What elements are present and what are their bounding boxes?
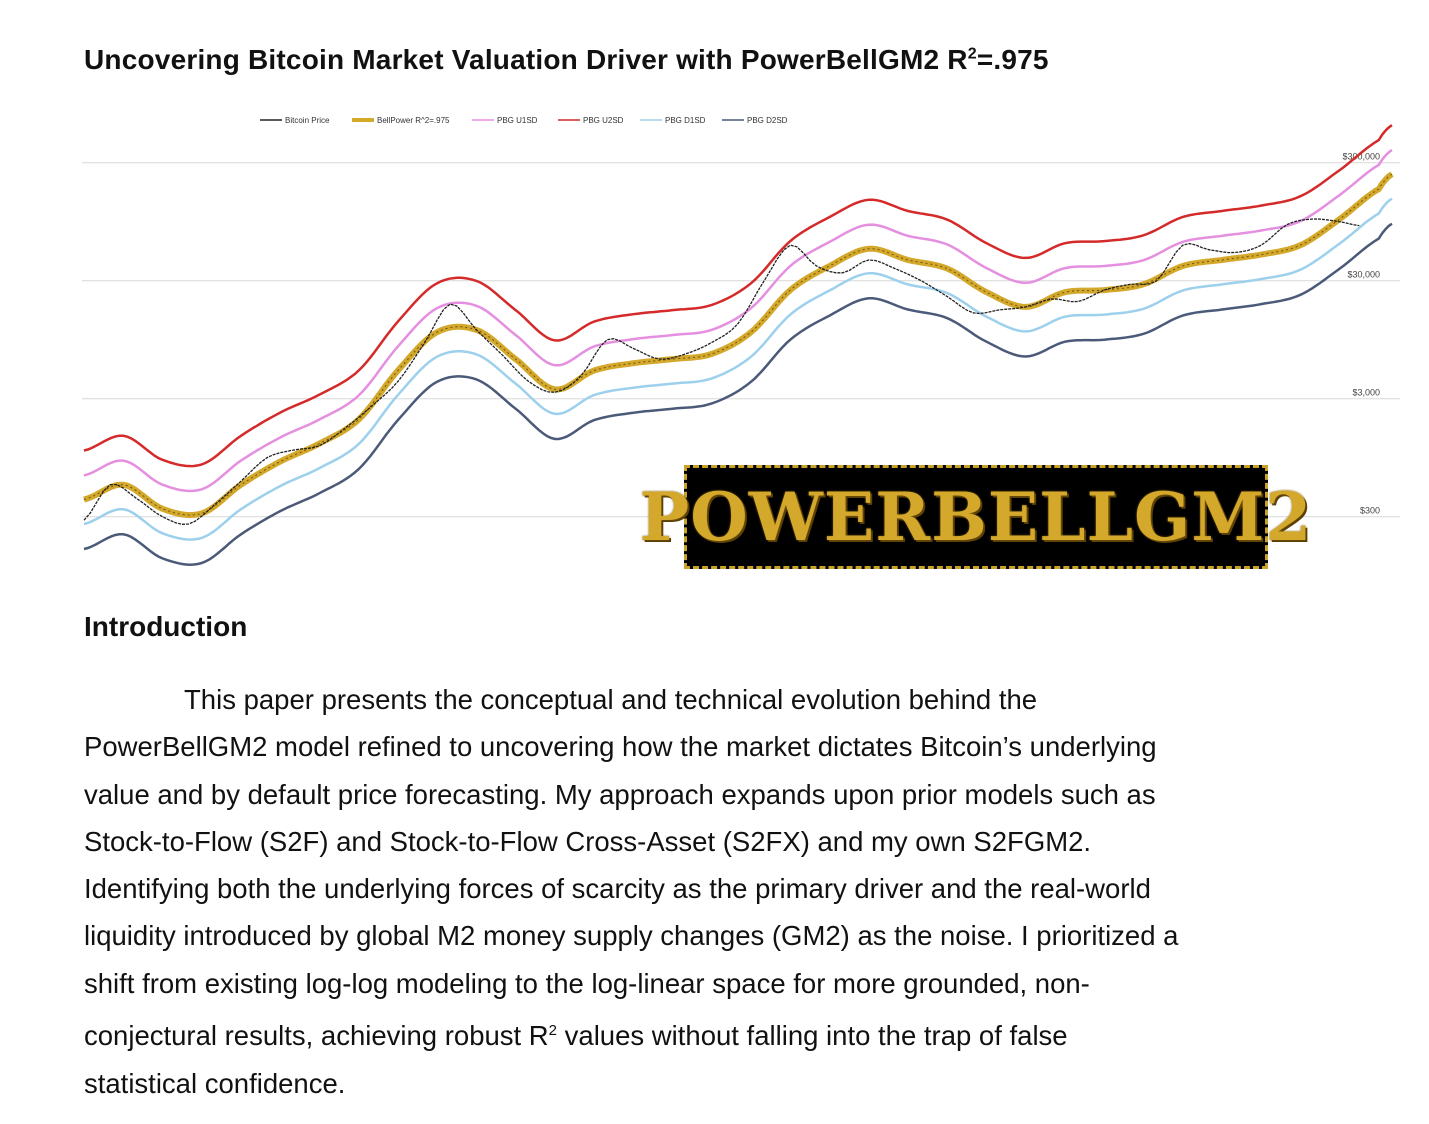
introduction-paragraph: This paper presents the conceptual and t…: [84, 676, 1394, 1107]
paragraph-line: Stock-to-Flow (S2F) and Stock-to-Flow Cr…: [84, 825, 1092, 857]
y-tick-label: $300,000: [1342, 152, 1380, 162]
title-superscript: 2: [967, 45, 977, 63]
y-tick-label: $3,000: [1352, 388, 1380, 398]
paragraph-line: shift from existing log-log modeling to …: [84, 967, 1090, 999]
title-suffix: =.975: [976, 44, 1049, 75]
powerbell-chart: $300,000 $30,000 $3,000 $300 Bitcoin Price Be…: [82, 108, 1400, 578]
series-line-bitcoin-price: [83, 218, 1360, 525]
title-text: Uncovering Bitcoin Market Valuation Driv…: [84, 44, 968, 75]
line-text-post: values without falling into the trap of …: [557, 1020, 1068, 1052]
document-title: Uncovering Bitcoin Market Valuation Driv…: [84, 44, 1049, 76]
paragraph-line: value and by default price forecasting. …: [84, 778, 1156, 810]
series-line-pbg-d1sd: [83, 197, 1393, 541]
legend-label: PBG D2SD: [747, 116, 788, 125]
series-line-pbg-u2sd: [83, 124, 1393, 468]
legend-label: PBG U2SD: [583, 116, 624, 125]
paragraph-line: conjectural results, achieving robust R2…: [84, 1007, 1394, 1059]
legend-label: Bitcoin Price: [285, 116, 330, 125]
r-squared-superscript: 2: [548, 1022, 558, 1040]
series-line-pbg-d2sd: [83, 222, 1393, 566]
y-tick-label: $300: [1360, 506, 1380, 516]
line-text-pre: conjectural results, achieving robust R: [84, 1020, 549, 1052]
section-heading-introduction: Introduction: [84, 611, 248, 642]
chart-svg: $300,000 $30,000 $3,000 $300 Bitcoin Price Be…: [82, 116, 1400, 566]
legend-label: BellPower R^2=.975: [377, 116, 450, 125]
paragraph-line: statistical confidence.: [84, 1067, 346, 1099]
logo-text: POWERBELLGM2: [639, 478, 1313, 556]
y-tick-label: $30,000: [1347, 270, 1380, 280]
powerbellgm2-logo: POWERBELLGM2: [640, 465, 1311, 569]
paragraph-line: PowerBellGM2 model refined to uncovering…: [84, 731, 1157, 763]
series-line-bellpower: [83, 171, 1394, 519]
paragraph-line: liquidity introduced by global M2 money …: [84, 920, 1179, 952]
paragraph-line: This paper presents the conceptual and t…: [184, 684, 1038, 715]
paragraph-line: Identifying both the underlying forces o…: [84, 873, 1151, 905]
legend-label: PBG U1SD: [497, 116, 538, 125]
series-line-pbg-u1sd: [83, 149, 1393, 493]
legend-label: PBG D1SD: [665, 116, 706, 125]
